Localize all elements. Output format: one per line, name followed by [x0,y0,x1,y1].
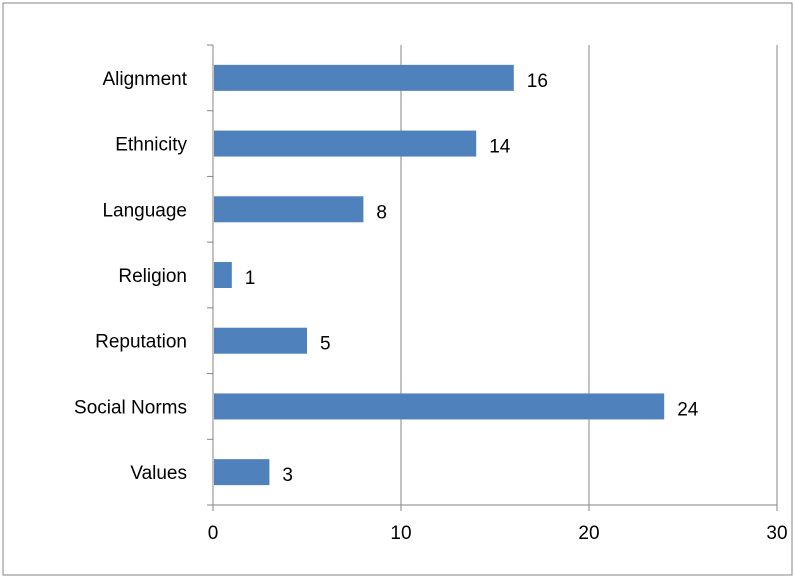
data-label-5: 24 [677,399,699,420]
y-tick-label-6: Values [130,463,187,484]
x-tick-label-1: 10 [390,523,411,544]
data-label-2: 8 [376,202,387,223]
data-label-4: 5 [320,334,331,355]
data-label-3: 1 [245,268,256,289]
labels: 0 10 20 30 Alignment 16 Ethnicity 14 Language 8 Re… [74,69,788,544]
axes [207,44,778,511]
bar-social-norms [214,393,665,420]
x-tick-label-3: 30 [766,523,787,544]
x-tick-label-0: 0 [208,523,219,544]
bar-alignment [214,64,514,91]
bar-values [214,459,270,486]
data-label-6: 3 [282,465,293,486]
bar-ethnicity [214,130,477,157]
bar-reputation [214,327,307,354]
y-tick-label-3: Religion [118,266,187,287]
y-tick-label-5: Social Norms [74,397,187,418]
y-tick-label-1: Ethnicity [115,135,187,156]
data-label-0: 16 [527,71,548,92]
bar-religion [214,262,232,288]
data-label-1: 14 [489,137,511,158]
x-tick-label-2: 20 [578,523,599,544]
y-tick-label-2: Language [102,200,187,221]
y-tick-label-4: Reputation [95,332,187,353]
y-tick-label-0: Alignment [103,69,188,90]
bars [214,64,665,486]
bar-language [214,196,364,223]
gridlines [400,45,778,505]
